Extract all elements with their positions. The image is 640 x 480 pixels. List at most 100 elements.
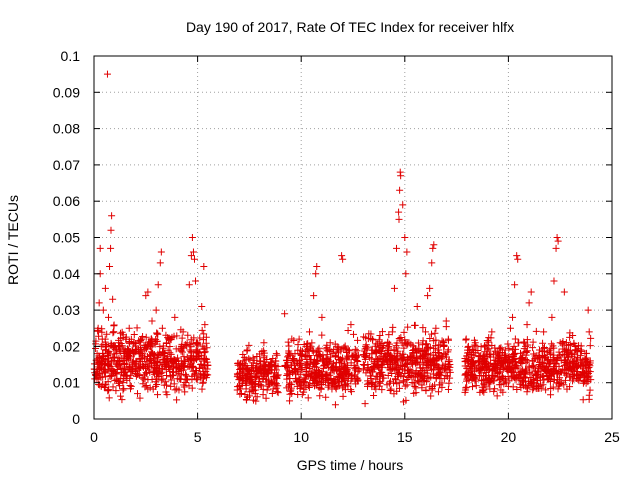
data-point — [393, 344, 401, 352]
data-point — [287, 386, 295, 394]
data-point — [183, 339, 191, 347]
data-point — [438, 383, 446, 391]
data-point — [369, 336, 377, 344]
data-point — [445, 356, 453, 364]
data-point — [144, 385, 152, 393]
data-point — [328, 378, 336, 386]
data-point — [142, 369, 150, 377]
data-point — [345, 353, 353, 361]
data-point — [428, 385, 436, 393]
data-point — [539, 352, 547, 360]
data-point — [550, 277, 558, 285]
data-point — [284, 338, 292, 346]
data-point — [440, 349, 448, 357]
data-point — [99, 306, 107, 314]
data-point — [125, 339, 133, 347]
data-point — [560, 361, 568, 369]
data-point — [383, 350, 391, 358]
data-point — [496, 375, 504, 383]
data-point — [235, 376, 243, 384]
data-point — [510, 342, 518, 350]
data-point — [372, 375, 380, 383]
data-point — [369, 362, 377, 370]
data-point — [262, 394, 270, 402]
data-point — [142, 292, 150, 300]
data-point — [554, 376, 562, 384]
data-point — [157, 248, 165, 256]
data-point — [528, 362, 536, 370]
data-point — [360, 361, 368, 369]
data-point — [426, 284, 434, 292]
data-point — [245, 341, 253, 349]
data-point — [160, 350, 168, 358]
data-point — [513, 386, 521, 394]
data-point — [376, 332, 384, 340]
data-point — [409, 357, 417, 365]
data-point — [586, 386, 594, 394]
data-point — [387, 351, 395, 359]
data-point — [260, 347, 268, 355]
data-point — [180, 353, 188, 361]
data-point — [292, 370, 300, 378]
data-point — [107, 244, 115, 252]
data-point — [530, 363, 538, 371]
data-point — [403, 248, 411, 256]
data-point — [430, 241, 438, 249]
data-point — [274, 389, 282, 397]
data-point — [331, 363, 339, 371]
data-point — [165, 363, 173, 371]
data-point — [338, 252, 346, 260]
data-point — [422, 346, 430, 354]
data-point — [154, 350, 162, 358]
data-point — [395, 334, 403, 342]
data-point — [255, 377, 263, 385]
data-point — [102, 381, 110, 389]
data-point — [174, 354, 182, 362]
data-point — [189, 362, 197, 370]
data-point — [423, 340, 431, 348]
data-point — [584, 306, 592, 314]
chart-title: Day 190 of 2017, Rate Of TEC Index for r… — [186, 19, 514, 35]
data-point — [508, 369, 516, 377]
data-point — [239, 364, 247, 372]
data-point — [95, 332, 103, 340]
data-point — [343, 368, 351, 376]
y-tick-label: 0.09 — [53, 84, 80, 100]
data-point — [530, 350, 538, 358]
data-point — [296, 357, 304, 365]
data-point — [397, 172, 405, 180]
data-point — [362, 369, 370, 377]
data-point — [375, 336, 383, 344]
data-point — [150, 364, 158, 372]
data-point — [165, 334, 173, 342]
data-points — [90, 70, 595, 409]
data-point — [291, 350, 299, 358]
data-point — [169, 357, 177, 365]
data-point — [376, 348, 384, 356]
data-point — [564, 353, 572, 361]
data-point — [138, 335, 146, 343]
data-point — [134, 390, 142, 398]
data-point — [152, 306, 160, 314]
data-point — [368, 346, 376, 354]
data-point — [506, 324, 514, 332]
data-point — [143, 352, 151, 360]
data-point — [540, 344, 548, 352]
data-point — [520, 372, 528, 380]
data-point — [167, 382, 175, 390]
data-point — [308, 339, 316, 347]
data-point — [314, 378, 322, 386]
data-point — [116, 344, 124, 352]
data-point — [110, 321, 118, 329]
data-point — [361, 400, 369, 408]
data-point — [379, 344, 387, 352]
data-point — [505, 344, 513, 352]
data-point — [130, 330, 138, 338]
data-point — [106, 263, 114, 271]
data-point — [146, 342, 154, 350]
data-point — [390, 390, 398, 398]
data-point — [136, 350, 144, 358]
data-point — [469, 346, 477, 354]
data-point — [196, 334, 204, 342]
data-point — [114, 357, 122, 365]
